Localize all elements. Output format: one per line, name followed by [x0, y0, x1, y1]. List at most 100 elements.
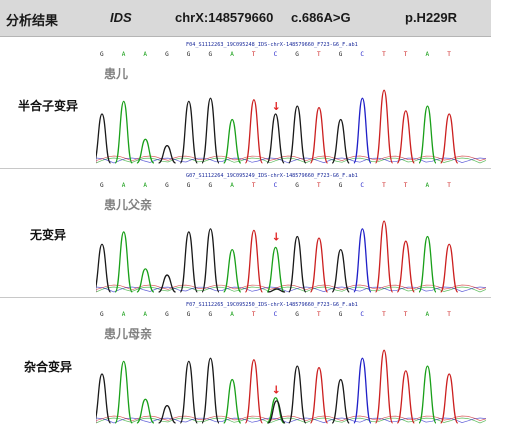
chromatogram-peak: [201, 97, 220, 164]
subject-label: 患儿母亲: [104, 326, 152, 341]
analysis-result-label: 分析结果: [6, 13, 59, 28]
chromatogram-peak: [440, 113, 459, 164]
chromatogram-peak: [96, 373, 112, 424]
chromatogram-peak: [136, 398, 155, 424]
protein-change: p.H229R: [405, 10, 458, 25]
chromatogram-peak: [396, 370, 415, 424]
base-call: G: [295, 51, 299, 58]
chromatogram-peak: [309, 367, 329, 424]
base-call: G: [100, 182, 104, 189]
chromatogram-peak: [223, 118, 242, 164]
base-call: T: [447, 311, 451, 318]
baseline-noise-trace: [96, 415, 487, 423]
chromatogram-peak: [331, 118, 350, 164]
chromatogram-peak: [266, 397, 285, 424]
base-call: A: [122, 182, 126, 189]
base-call: G: [187, 311, 191, 318]
base-call: T: [447, 51, 451, 58]
chromatogram-peak: [223, 248, 242, 293]
chromatogram-peak: [288, 105, 307, 164]
chromatogram-panel-proband: F04_S1112263_19C095248_IDS-chrX-14857966…: [96, 38, 491, 167]
chromatogram-father: G07_S1112264_19C095249_IDS-chrX-14857966…: [96, 173, 487, 293]
base-call: T: [382, 182, 386, 189]
baseline-noise-trace: [96, 417, 487, 424]
chromatogram-peak: [374, 89, 394, 164]
base-call: T: [252, 311, 256, 318]
mutation-marker-icon: ↓: [272, 230, 281, 243]
chromatogram-peak: [179, 231, 198, 293]
base-call: T: [317, 51, 321, 58]
base-call: C: [274, 311, 278, 318]
base-call: G: [165, 51, 169, 58]
chromatogram-panel-father: G07_S1112264_19C095249_IDS-chrX-14857966…: [96, 169, 491, 296]
base-call: T: [404, 311, 408, 318]
base-call: A: [143, 51, 147, 58]
subject-label: 患儿父亲: [104, 197, 152, 212]
base-call: A: [143, 311, 147, 318]
gene-name: IDS: [110, 10, 132, 25]
base-call: G: [100, 51, 104, 58]
chromatogram-peak: [331, 378, 350, 424]
chromatogram-peak: [353, 97, 372, 164]
row-label-father: 无变异: [29, 228, 66, 242]
base-call: C: [360, 51, 364, 58]
subject-label: 患儿: [104, 66, 128, 81]
chromatogram-peak: [201, 228, 220, 293]
base-call: C: [360, 311, 364, 318]
base-call: T: [382, 311, 386, 318]
base-call: T: [317, 311, 321, 318]
chromatogram-peak: [418, 235, 437, 293]
row-divider: [0, 168, 491, 169]
base-call: G: [295, 182, 299, 189]
base-call: A: [426, 182, 430, 189]
base-call: G: [209, 311, 213, 318]
trace-file-name: G07_S1112264_19C095249_IDS-chrX-14857966…: [186, 173, 358, 179]
base-call: A: [230, 311, 234, 318]
base-call: G: [295, 311, 299, 318]
base-call: T: [404, 182, 408, 189]
chromatogram-peak: [158, 404, 176, 424]
base-call: A: [230, 182, 234, 189]
chromatogram-peak: [331, 248, 350, 293]
chromatogram-peak: [201, 357, 220, 424]
chromatogram-peak: [288, 235, 307, 293]
chromatogram-peak: [353, 228, 372, 293]
chromatogram-peak: [266, 246, 285, 293]
base-call: A: [230, 51, 234, 58]
base-call: T: [447, 182, 451, 189]
chromatogram-peak: [136, 268, 155, 293]
base-call: A: [122, 51, 126, 58]
base-call: A: [122, 311, 126, 318]
chromatogram-peak: [418, 365, 437, 424]
chromatogram-peak: [96, 243, 112, 293]
chromatogram-peak: [179, 100, 198, 164]
chromatogram-peak: [374, 220, 394, 293]
base-call: G: [165, 182, 169, 189]
chromatogram-peak: [266, 113, 285, 164]
chromatogram-peak: [223, 378, 242, 424]
base-call: C: [360, 182, 364, 189]
genomic-position: chrX:148579660: [175, 10, 274, 25]
chromatogram-peak: [418, 105, 437, 164]
header-bar: 分析结果 IDS chrX:148579660 c.686A>G p.H229R: [0, 0, 491, 37]
base-call: G: [209, 182, 213, 189]
row-divider: [0, 297, 491, 298]
chromatogram-peak: [268, 288, 286, 293]
chromatogram-mother: F07_S1112265_19C095250_IDS-chrX-14857966…: [96, 302, 487, 424]
base-call: C: [274, 51, 278, 58]
mutation-marker-icon: ↓: [272, 100, 281, 113]
chromatogram-peak: [114, 100, 133, 164]
baseline-noise-trace: [96, 157, 487, 164]
cdna-change: c.686A>G: [291, 10, 351, 25]
row-label-mother: 杂合变异: [23, 360, 72, 374]
trace-file-name: F04_S1112263_19C095248_IDS-chrX-14857966…: [186, 42, 358, 48]
chromatogram-peak: [374, 349, 394, 424]
base-call: G: [187, 51, 191, 58]
chromatogram-peak: [440, 243, 459, 293]
base-call: G: [339, 51, 343, 58]
base-call: T: [252, 182, 256, 189]
base-call: A: [143, 182, 147, 189]
base-call: G: [165, 311, 169, 318]
baseline-noise-trace: [96, 284, 487, 292]
